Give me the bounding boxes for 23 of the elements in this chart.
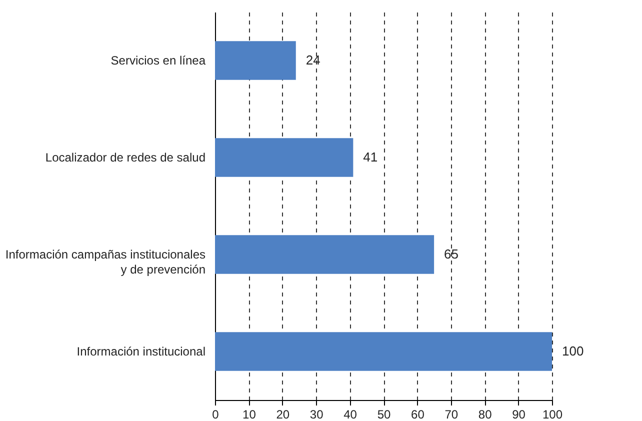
x-tick-label: 0 xyxy=(212,408,220,421)
bar xyxy=(215,41,296,80)
data-label: 65 xyxy=(444,246,459,262)
x-tick-label: 100 xyxy=(542,408,563,421)
y-tick-label: Localizador de redes de salud xyxy=(45,150,206,164)
data-label: 24 xyxy=(306,52,320,68)
x-tick-label: 80 xyxy=(478,408,492,421)
x-tick-label: 50 xyxy=(377,408,391,421)
x-tick-label: 70 xyxy=(444,408,458,421)
data-label: 41 xyxy=(363,150,378,164)
x-tick-label: 30 xyxy=(310,408,324,421)
x-tick-label: 90 xyxy=(512,408,526,421)
x-tick-label: 10 xyxy=(242,408,256,421)
y-tick-label: Información campañas institucionales y de prevención xyxy=(5,248,206,276)
bar xyxy=(215,332,552,371)
x-tick-label: 60 xyxy=(411,408,425,421)
data-label: 100 xyxy=(562,344,584,358)
y-tick-label: Información institucional xyxy=(76,344,206,358)
x-tick-label: 20 xyxy=(276,408,290,421)
bar xyxy=(215,235,434,274)
y-tick-label: Servicios en línea xyxy=(110,54,206,68)
bar xyxy=(215,138,354,177)
x-tick-label: 40 xyxy=(344,408,358,421)
